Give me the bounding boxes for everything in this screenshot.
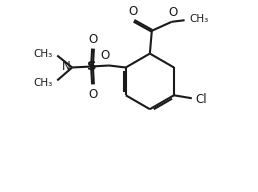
- Text: O: O: [89, 88, 98, 101]
- Text: O: O: [128, 5, 138, 18]
- Text: S: S: [87, 60, 97, 73]
- Text: CH₃: CH₃: [33, 49, 52, 59]
- Text: O: O: [168, 6, 177, 19]
- Text: CH₃: CH₃: [33, 78, 52, 88]
- Text: O: O: [89, 33, 98, 46]
- Text: Cl: Cl: [195, 93, 207, 106]
- Text: N: N: [62, 60, 70, 73]
- Text: O: O: [101, 49, 110, 62]
- Text: CH₃: CH₃: [190, 14, 209, 24]
